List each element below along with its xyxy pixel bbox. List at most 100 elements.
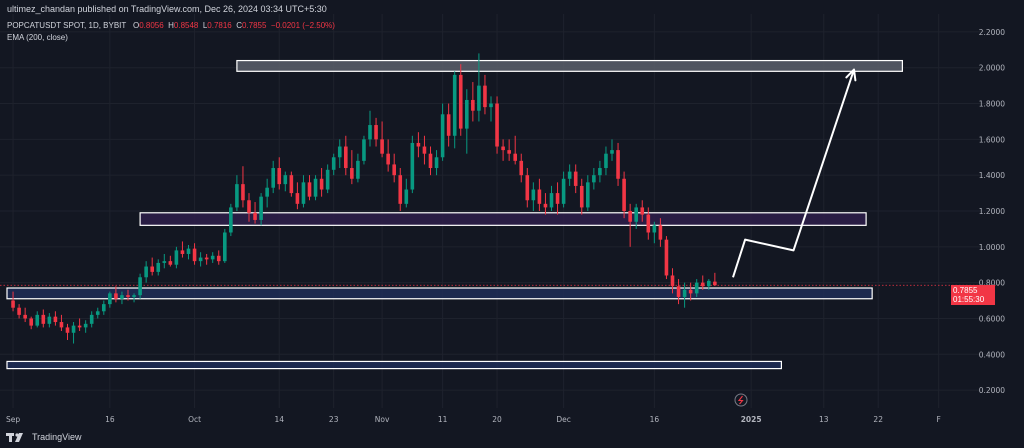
candle-up[interactable] (120, 291, 124, 305)
candle-down[interactable] (525, 168, 530, 208)
candle-up[interactable] (235, 175, 239, 211)
candle-up[interactable] (604, 146, 608, 176)
support-zone[interactable] (6, 287, 873, 300)
candle-up[interactable] (337, 139, 342, 169)
candle-up[interactable] (634, 203, 638, 229)
candle-down[interactable] (713, 272, 717, 286)
candle-up[interactable] (694, 279, 699, 297)
candle-down[interactable] (374, 117, 378, 147)
candle-up[interactable] (174, 246, 179, 269)
candle-down[interactable] (700, 275, 705, 290)
candle-down[interactable] (555, 182, 560, 215)
candle-down[interactable] (676, 279, 681, 305)
candle-up[interactable] (210, 252, 215, 263)
tradingview-footer[interactable]: TradingView (6, 432, 82, 442)
candle-up[interactable] (35, 311, 40, 328)
candle-down[interactable] (29, 316, 33, 330)
candle-up[interactable] (132, 293, 136, 303)
candle-down[interactable] (446, 103, 451, 147)
candle-down[interactable] (483, 74, 487, 115)
candle-down[interactable] (180, 241, 185, 258)
candle-down[interactable] (277, 157, 282, 190)
candle-up[interactable] (682, 282, 687, 308)
candle-down[interactable] (543, 193, 548, 215)
candle-down[interactable] (114, 286, 118, 303)
candle-up[interactable] (489, 96, 493, 122)
candle-down[interactable] (622, 171, 626, 219)
candle-down[interactable] (295, 182, 300, 210)
symbol-name[interactable]: POPCATUSDT SPOT, 1D, BYBIT (7, 21, 127, 30)
candle-down[interactable] (495, 96, 499, 154)
candle-down[interactable] (77, 318, 82, 331)
candle-up[interactable] (561, 171, 566, 208)
candle-down[interactable] (126, 289, 130, 301)
candle-down[interactable] (289, 171, 294, 197)
candle-up[interactable] (271, 160, 275, 194)
candle-up[interactable] (198, 252, 203, 267)
candle-down[interactable] (501, 139, 505, 161)
candle-down[interactable] (59, 314, 64, 331)
candle-down[interactable] (416, 132, 421, 158)
candle-up[interactable] (707, 279, 711, 290)
candle-down[interactable] (616, 142, 620, 186)
price-axis[interactable]: 2.2000 2.0000 1.8000 1.6000 1.4000 1.2000 1.00… (979, 28, 1005, 395)
candle-down[interactable] (168, 255, 173, 267)
candle-down[interactable] (380, 121, 384, 158)
candle-up[interactable] (477, 53, 481, 122)
candle-down[interactable] (422, 135, 427, 165)
candle-down[interactable] (41, 309, 46, 328)
candle-up[interactable] (410, 135, 415, 194)
candle-up[interactable] (362, 135, 366, 165)
candle-down[interactable] (640, 200, 645, 222)
candle-down[interactable] (204, 253, 209, 265)
mid-resistance-zone[interactable] (139, 212, 867, 226)
candle-down[interactable] (253, 202, 257, 224)
candle-down[interactable] (471, 82, 475, 122)
candle-up[interactable] (283, 171, 288, 192)
candle-up[interactable] (465, 89, 469, 154)
candle-up[interactable] (138, 273, 142, 299)
candle-up[interactable] (71, 322, 76, 344)
candle-down[interactable] (241, 166, 245, 208)
candle-up[interactable] (586, 175, 590, 211)
candle-down[interactable] (507, 139, 511, 161)
candle-up[interactable] (531, 182, 536, 211)
candle-down[interactable] (579, 178, 584, 215)
candle-down[interactable] (23, 307, 27, 323)
candle-down[interactable] (386, 139, 390, 172)
candle-down[interactable] (670, 268, 675, 294)
candle-up[interactable] (259, 193, 263, 226)
candle-down[interactable] (458, 64, 463, 136)
candle-down[interactable] (350, 150, 354, 185)
candle-up[interactable] (313, 175, 318, 201)
candle-down[interactable] (664, 236, 669, 280)
candle-up[interactable] (89, 311, 94, 328)
candle-up[interactable] (610, 139, 614, 161)
candle-up[interactable] (162, 253, 167, 269)
candle-up[interactable] (102, 300, 106, 315)
candle-up[interactable] (404, 178, 409, 208)
candle-up[interactable] (95, 307, 100, 319)
candle-down[interactable] (307, 175, 312, 201)
candle-down[interactable] (344, 135, 348, 176)
top-target-zone[interactable] (236, 59, 903, 72)
candle-up[interactable] (434, 150, 439, 176)
candle-up[interactable] (156, 259, 161, 276)
lower-support-zone[interactable] (6, 360, 783, 370)
candle-up[interactable] (598, 160, 602, 183)
candle-up[interactable] (83, 320, 88, 333)
candle-down[interactable] (398, 168, 403, 211)
candle-up[interactable] (229, 203, 233, 237)
indicator-legend[interactable]: EMA (200, close) (7, 33, 68, 42)
candle-down[interactable] (658, 218, 663, 247)
time-axis[interactable]: Sep 16 Oct 14 23 Nov 11 20 Dec 16 2025 13 22 F (6, 415, 941, 424)
candle-up[interactable] (108, 291, 112, 308)
candle-down[interactable] (628, 203, 632, 247)
candle-down[interactable] (247, 193, 251, 222)
candle-up[interactable] (652, 221, 657, 244)
candle-up[interactable] (144, 261, 148, 283)
candle-up[interactable] (452, 71, 457, 149)
candle-down[interactable] (192, 243, 197, 265)
candle-up[interactable] (356, 153, 360, 183)
